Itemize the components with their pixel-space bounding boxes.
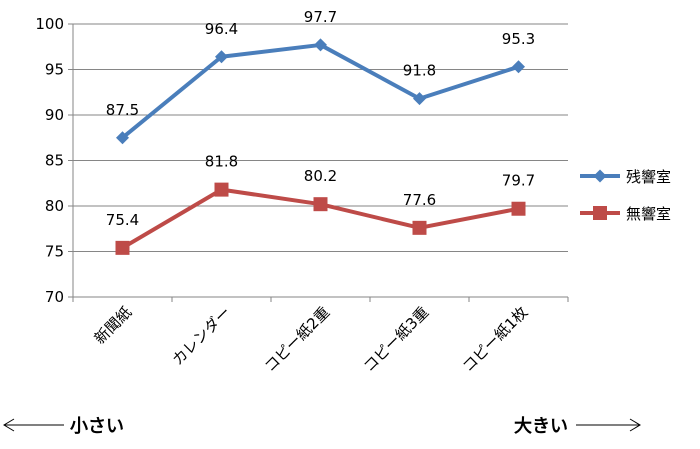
annotation-left: 小さい (70, 416, 124, 437)
data-point (115, 240, 130, 255)
y-tick-label: 90 (45, 106, 64, 124)
x-tick-label: コピー紙3重 (360, 303, 433, 376)
data-point (313, 197, 328, 212)
data-label: 79.7 (502, 172, 535, 190)
annotation-right: 大きい (514, 415, 568, 437)
x-tick-label: コピー紙1枚 (459, 303, 532, 376)
data-point (413, 92, 426, 106)
x-tick-label: カレンダー (169, 303, 235, 369)
y-tick-label: 80 (45, 197, 64, 215)
data-point (511, 201, 526, 216)
y-tick-label: 95 (45, 61, 64, 79)
data-label: 87.5 (106, 101, 139, 119)
data-point (412, 220, 427, 235)
y-tick-label: 100 (35, 15, 64, 33)
series-group: 87.5 96.4 97.7 91.8 95.3 75.4 81.8 80.2 77.6 79.7 (106, 8, 535, 255)
legend-marker (593, 206, 607, 220)
series-1: 87.5 96.4 97.7 91.8 95.3 (106, 8, 535, 145)
data-point (314, 38, 327, 52)
data-label: 77.6 (403, 191, 436, 209)
legend-label: 残響室 (626, 168, 671, 186)
right-arrow-head (629, 418, 641, 432)
x-tick-label: コピー紙2重 (261, 303, 334, 376)
size-annotation: 小さい 大きい (3, 415, 641, 437)
legend-item: 無響室 (580, 205, 671, 223)
data-label: 96.4 (205, 20, 238, 38)
data-point (214, 182, 229, 197)
y-axis: 70 75 80 85 90 95 100 (35, 15, 74, 306)
y-tick-label: 70 (45, 288, 64, 306)
data-label: 91.8 (403, 62, 436, 80)
series-line (121, 42, 520, 140)
data-label: 95.3 (502, 30, 535, 48)
data-label: 97.7 (304, 8, 337, 26)
y-tick-label: 85 (45, 152, 64, 170)
series-2: 75.4 81.8 80.2 77.6 79.7 (106, 153, 535, 255)
data-point (215, 50, 228, 64)
x-axis: 新聞紙 カレンダー コピー紙2重 コピー紙3重 コピー紙1枚 (72, 297, 569, 376)
data-label: 81.8 (205, 153, 238, 171)
data-label: 80.2 (304, 167, 337, 185)
y-tick-label: 75 (45, 243, 64, 261)
legend-label: 無響室 (626, 205, 671, 223)
data-label: 75.4 (106, 211, 139, 229)
legend-marker (593, 169, 607, 183)
left-arrow-head (3, 418, 15, 432)
data-point (116, 131, 129, 145)
grid-lines (73, 23, 568, 298)
data-point (512, 60, 525, 74)
legend-item: 残響室 (580, 168, 671, 186)
x-tick-label: 新聞紙 (91, 303, 136, 348)
